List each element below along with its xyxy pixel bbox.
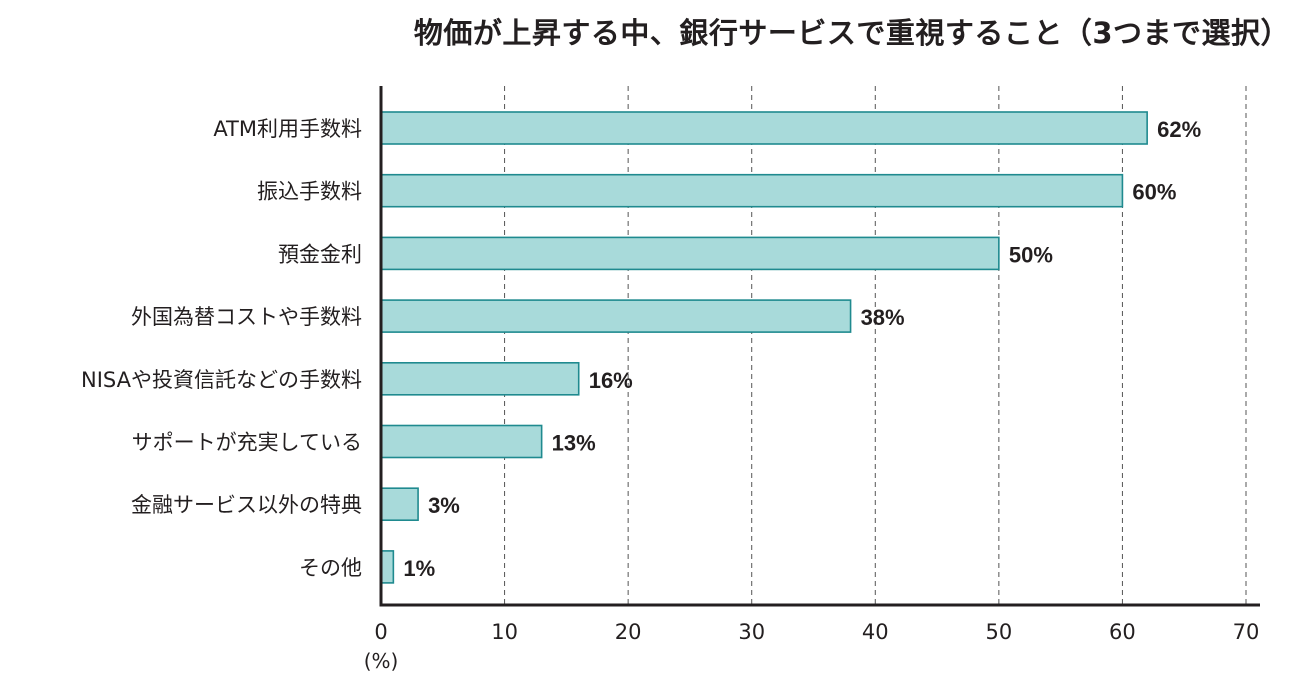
grid-lines xyxy=(504,86,1247,605)
x-axis-unit-label: (%) xyxy=(364,649,399,673)
tick-labels: 0 10 20 30 40 50 60 70 xyxy=(374,620,1259,644)
bar xyxy=(380,550,395,584)
category-label: サポートが充実している xyxy=(132,431,362,455)
value-labels: 62% 60% 50% 38% 16% 13% 3% 1% xyxy=(403,117,1201,581)
bars xyxy=(380,111,1148,584)
bar xyxy=(380,299,852,333)
value-label: 13% xyxy=(552,431,596,456)
bar xyxy=(380,361,580,396)
bar xyxy=(380,173,1124,208)
bar xyxy=(380,424,543,459)
value-label: 3% xyxy=(428,493,460,518)
chart-title: 物価が上昇する中、銀行サービスで重視すること（3つまで選択） xyxy=(413,16,1290,50)
x-tick-label: 20 xyxy=(615,620,642,644)
category-label: NISAや投資信託などの手数料 xyxy=(81,368,362,392)
x-tick-label: 40 xyxy=(862,620,889,644)
x-tick-label: 30 xyxy=(738,620,765,644)
category-label: その他 xyxy=(299,556,362,580)
bar xyxy=(380,487,419,522)
category-label: 金融サービス以外の特典 xyxy=(131,493,362,517)
x-tick-label: 70 xyxy=(1233,620,1260,644)
category-label: 預金金利 xyxy=(278,242,362,266)
bar xyxy=(380,236,1000,271)
category-label: 外国為替コストや手数料 xyxy=(131,305,362,329)
x-tick-label: 60 xyxy=(1109,620,1136,644)
x-tick-label: 0 xyxy=(374,620,387,644)
value-label: 16% xyxy=(589,368,633,393)
bar xyxy=(380,111,1148,145)
x-tick-label: 10 xyxy=(491,620,518,644)
axes xyxy=(379,86,1260,607)
value-label: 50% xyxy=(1009,242,1053,267)
value-label: 38% xyxy=(861,305,905,330)
category-label: 振込手数料 xyxy=(257,180,362,204)
x-tick-label: 50 xyxy=(985,620,1012,644)
value-label: 60% xyxy=(1132,180,1176,205)
category-label: ATM利用手数料 xyxy=(213,117,362,141)
value-label: 62% xyxy=(1157,117,1201,142)
value-label: 1% xyxy=(403,556,435,581)
